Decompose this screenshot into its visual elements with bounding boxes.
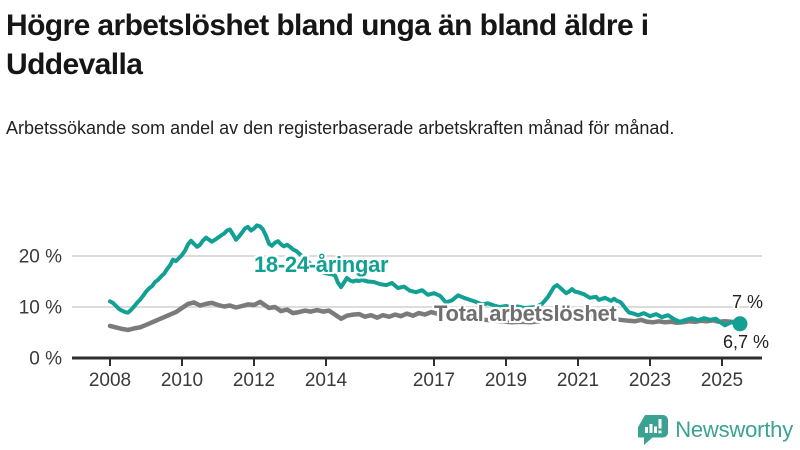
end-value-label-youth: 6,7 % <box>722 332 769 352</box>
x-axis-tick-label: 2017 <box>413 370 455 391</box>
series-line-total <box>107 299 743 333</box>
chart-title-line2: Uddevalla <box>6 48 143 81</box>
x-axis-tick-label: 2025 <box>701 370 743 391</box>
series-end-dot-youth <box>732 316 748 332</box>
chart-subtitle: Arbetssökande som andel av den registerb… <box>6 118 675 138</box>
y-axis-tick-label: 20 % <box>19 247 62 268</box>
end-value-label-total: 7 % <box>731 292 763 312</box>
newsworthy-logo: Newsworthy <box>638 414 793 446</box>
x-axis-tick-label: 2014 <box>305 370 348 391</box>
series-label-youth: 18-24-åringar <box>254 252 389 277</box>
x-axis-tick-label: 2019 <box>485 370 527 391</box>
y-axis-tick-label: 10 % <box>19 298 62 319</box>
series-line-youth <box>108 223 742 328</box>
y-axis-tick-label: 0 % <box>29 349 62 370</box>
newsworthy-logo-text: Newsworthy <box>675 417 793 442</box>
x-axis-tick-label: 2012 <box>233 370 275 391</box>
x-axis-tick-label: 2008 <box>89 370 131 391</box>
x-axis-tick-label: 2021 <box>557 370 599 391</box>
x-axis-tick-label: 2023 <box>629 370 671 391</box>
series-label-total: Total arbetslöshet <box>434 301 617 326</box>
newsworthy-bubble-chart-icon <box>638 415 669 445</box>
x-axis-tick-label: 2010 <box>161 370 203 391</box>
chart-title-line1: Högre arbetslöshet bland unga än bland ä… <box>6 9 649 42</box>
chart-title: Högre arbetslöshet bland unga än bland ä… <box>6 6 794 84</box>
